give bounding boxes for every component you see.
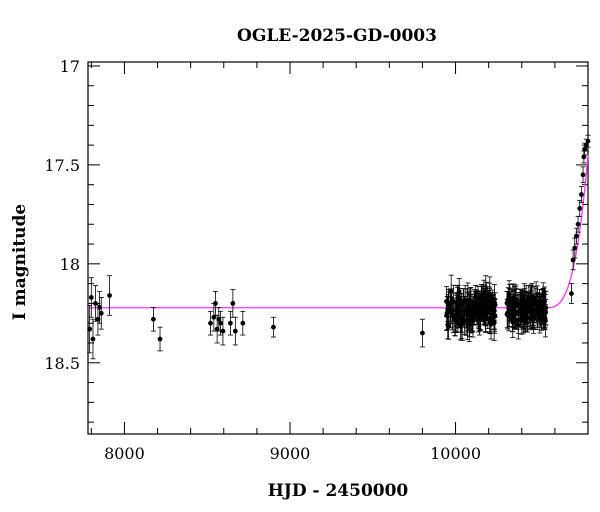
- data-point: [525, 304, 531, 310]
- data-point: [475, 309, 480, 314]
- data-point: [218, 320, 223, 326]
- chart-title: OGLE-2025-GD-0003: [237, 26, 437, 46]
- data-point: [521, 305, 527, 311]
- data-point: [230, 301, 236, 306]
- data-point: [492, 313, 498, 318]
- data-point: [87, 326, 93, 332]
- data-point: [271, 324, 276, 330]
- data-point: [581, 154, 587, 160]
- data-point: [468, 305, 474, 311]
- data-point: [505, 300, 510, 306]
- data-points: [87, 134, 591, 360]
- plot-area: 8000 9000 10000 17 17.5 18 18.5: [44, 57, 591, 463]
- x-axis-label: HJD - 2450000: [268, 481, 409, 501]
- data-point: [523, 299, 529, 305]
- data-point: [240, 320, 246, 326]
- data-point: [98, 310, 104, 316]
- data-point: [520, 309, 526, 314]
- data-point: [107, 293, 112, 298]
- data-point: [208, 320, 213, 326]
- data-point: [211, 314, 217, 320]
- data-point: [486, 299, 492, 305]
- data-point: [570, 257, 576, 263]
- data-point: [454, 307, 460, 312]
- data-point: [543, 310, 549, 315]
- data-point: [530, 309, 536, 315]
- data-point: [444, 310, 450, 316]
- axis-ticks: [88, 62, 589, 434]
- data-point: [489, 302, 495, 308]
- data-point: [232, 328, 238, 334]
- y-tick-label: 17.5: [44, 156, 80, 175]
- data-point: [464, 312, 470, 318]
- data-point: [537, 316, 543, 322]
- data-point: [534, 312, 540, 318]
- data-point: [569, 291, 574, 296]
- data-point: [445, 303, 451, 309]
- data-point: [512, 301, 518, 307]
- data-point: [90, 336, 96, 342]
- y-tick-label: 17: [60, 57, 80, 76]
- data-point: [542, 298, 547, 304]
- data-point: [213, 301, 218, 306]
- data-point: [458, 309, 464, 314]
- axis-tick-labels: 8000 9000 10000 17 17.5 18 18.5: [44, 57, 481, 463]
- data-point: [575, 221, 581, 227]
- y-tick-label: 18.5: [44, 354, 80, 373]
- data-point: [577, 206, 583, 211]
- x-tick-label: 10000: [430, 444, 481, 463]
- data-point: [476, 316, 482, 321]
- data-point: [466, 321, 472, 327]
- y-tick-label: 18: [60, 255, 80, 274]
- data-point: [585, 138, 591, 144]
- data-point: [509, 309, 515, 315]
- data-point: [515, 310, 521, 315]
- data-point: [482, 299, 487, 305]
- data-point: [472, 305, 478, 311]
- data-point: [227, 320, 233, 326]
- data-point: [220, 328, 226, 334]
- data-point: [97, 304, 102, 310]
- data-point: [582, 146, 588, 152]
- data-point: [522, 313, 528, 319]
- data-point: [216, 316, 222, 322]
- data-point: [580, 172, 586, 178]
- data-point: [150, 316, 156, 322]
- data-point: [507, 305, 513, 311]
- plot-frame: [87, 61, 589, 435]
- data-point: [88, 295, 94, 300]
- data-point: [214, 326, 220, 332]
- y-axis-label: I magnitude: [10, 204, 30, 321]
- x-tick-label: 8000: [104, 444, 145, 463]
- data-point: [445, 322, 451, 328]
- model-curve: [88, 154, 589, 309]
- data-point: [449, 300, 455, 306]
- x-tick-label: 9000: [270, 444, 311, 463]
- data-point: [420, 330, 425, 336]
- data-point: [462, 309, 467, 315]
- data-point: [583, 142, 589, 148]
- data-point: [574, 233, 579, 239]
- data-point: [478, 294, 484, 300]
- data-point: [578, 192, 584, 197]
- data-point: [572, 245, 578, 251]
- data-point: [95, 316, 101, 322]
- data-point: [157, 336, 163, 342]
- data-point: [487, 320, 493, 325]
- data-point: [455, 301, 461, 307]
